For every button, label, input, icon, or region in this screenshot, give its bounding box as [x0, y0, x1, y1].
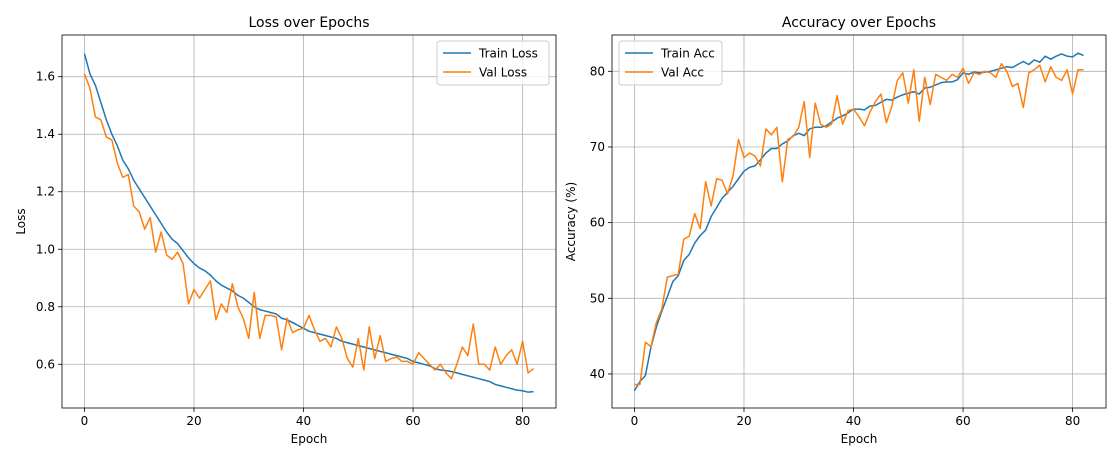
x-tick-label: 0 [631, 414, 639, 428]
legend: Train Loss Val Loss [436, 40, 550, 86]
y-tick-label: 1.0 [36, 242, 55, 256]
chart-title: Loss over Epochs [249, 15, 370, 31]
x-axis-label: Epoch [291, 432, 328, 446]
y-tick-label: 1.4 [36, 127, 55, 141]
x-tick-label: 80 [515, 414, 530, 428]
x-tick-label: 20 [186, 414, 201, 428]
y-tick-label: 60 [590, 216, 605, 230]
legend-label-val-acc: Val Acc [661, 66, 704, 80]
y-axis-label: Accuracy (%) [564, 182, 578, 261]
x-tick-label: 0 [81, 414, 89, 428]
x-tick-label: 20 [736, 414, 751, 428]
y-axis-label: Loss [14, 208, 28, 234]
legend: Train Acc Val Acc [618, 40, 723, 86]
legend-box [618, 40, 723, 86]
series-line-val-loss [83, 73, 535, 380]
legend-label-train-acc: Train Acc [660, 47, 715, 61]
y-tick-label: 50 [590, 291, 605, 305]
y-tick-label: 1.2 [36, 185, 55, 199]
y-tick-label: 0.6 [36, 357, 55, 371]
x-tick-label: 80 [1065, 414, 1080, 428]
legend-label-train-loss: Train Loss [478, 47, 538, 61]
plot-frame [61, 34, 557, 409]
series-group [633, 52, 1084, 391]
grid-lines [612, 35, 1106, 408]
chart-title: Accuracy over Epochs [782, 15, 936, 31]
x-axis-label: Epoch [841, 432, 878, 446]
grid-lines [62, 35, 556, 408]
plot-frame [611, 34, 1107, 409]
loss-chart: 0 20 40 60 80 0.6 0.8 1.0 1.2 1.4 1.6 Loss over Epo… [14, 15, 557, 446]
legend-label-val-loss: Val Loss [479, 66, 527, 80]
x-tick-label: 40 [296, 414, 311, 428]
series-group [83, 53, 535, 393]
y-tick-label: 0.8 [36, 300, 55, 314]
x-tick-label: 60 [955, 414, 970, 428]
y-tick-label: 1.6 [36, 70, 55, 84]
accuracy-chart: 0 20 40 60 80 40 50 60 70 80 Accuracy over Epochs E… [564, 15, 1107, 446]
y-tick-label: 70 [590, 140, 605, 154]
x-tick-label: 60 [405, 414, 420, 428]
legend-box [436, 40, 550, 86]
series-line-train-acc [633, 52, 1084, 391]
series-line-train-loss [83, 53, 534, 393]
x-tick-label: 40 [846, 414, 861, 428]
y-tick-label: 80 [590, 64, 605, 78]
y-tick-label: 40 [590, 367, 605, 381]
series-line-val-acc [634, 63, 1084, 386]
